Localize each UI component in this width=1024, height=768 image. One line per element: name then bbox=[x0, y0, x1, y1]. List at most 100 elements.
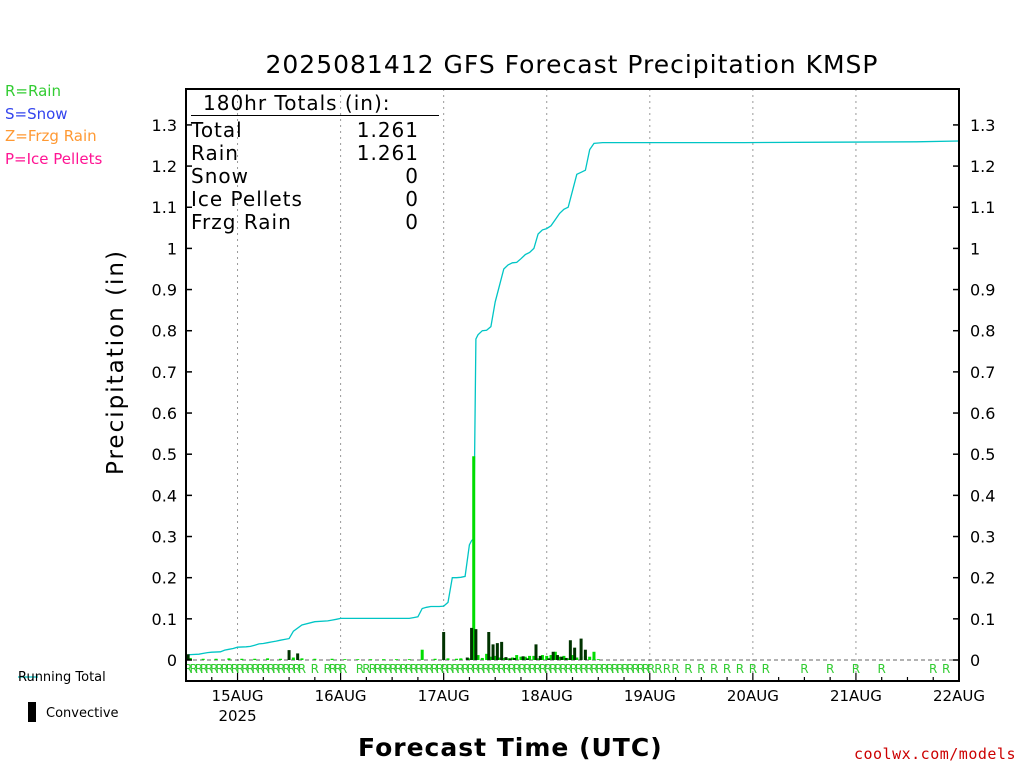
rain-marker: R bbox=[671, 662, 679, 676]
rain-marker: R bbox=[415, 662, 423, 676]
totals-label: Snow bbox=[191, 164, 249, 188]
rain-marker: R bbox=[374, 662, 382, 676]
convective-bar bbox=[579, 638, 583, 660]
convective-bar bbox=[525, 658, 529, 660]
rain-marker: R bbox=[272, 662, 280, 676]
totals-label: Ice Pellets bbox=[191, 187, 303, 211]
rain-bar bbox=[549, 655, 553, 660]
rain-bar bbox=[291, 657, 295, 660]
rain-marker: R bbox=[298, 662, 306, 676]
rain-marker: R bbox=[647, 662, 655, 676]
legend-rain: R=Rain bbox=[5, 82, 61, 100]
rain-marker: R bbox=[800, 662, 808, 676]
totals-label: Frzg Rain bbox=[191, 210, 292, 234]
convective-bar bbox=[487, 632, 491, 660]
convective-bar bbox=[186, 654, 190, 660]
rain-marker: R bbox=[334, 662, 342, 676]
rain-marker: R bbox=[236, 662, 244, 676]
credit-link[interactable]: coolwx.com/models bbox=[853, 745, 1016, 763]
rain-marker: R bbox=[497, 662, 505, 676]
rain-marker: R bbox=[436, 662, 444, 676]
rain-bar bbox=[485, 653, 489, 660]
legend-snow: S=Snow bbox=[5, 104, 68, 123]
rain-bar bbox=[407, 659, 411, 660]
rain-marker: R bbox=[200, 662, 208, 676]
rain-marker: R bbox=[482, 662, 490, 676]
rain-marker: R bbox=[528, 662, 536, 676]
totals-row-total: Total 1.261 bbox=[191, 119, 419, 142]
y-tick-label-left: 1.2 bbox=[152, 157, 177, 176]
rain-bar bbox=[240, 658, 244, 660]
rain-marker: R bbox=[241, 662, 249, 676]
rain-bar bbox=[278, 658, 282, 660]
rain-marker: R bbox=[852, 662, 860, 676]
convective-bar bbox=[513, 657, 517, 660]
totals-value: 0 bbox=[405, 164, 419, 188]
rain-marker: R bbox=[549, 662, 557, 676]
rain-marker: R bbox=[601, 662, 609, 676]
convective-legend-label: Convective bbox=[46, 706, 119, 721]
totals-row-snow: Snow 0 bbox=[191, 165, 419, 188]
rain-marker: R bbox=[441, 662, 449, 676]
rain-bar bbox=[566, 658, 570, 660]
y-tick-label-right: 0.6 bbox=[970, 404, 995, 423]
rain-marker: R bbox=[477, 662, 485, 676]
rain-marker: R bbox=[293, 662, 301, 676]
rain-marker: R bbox=[590, 662, 598, 676]
rain-marker: R bbox=[564, 662, 572, 676]
y-tick-label-right: 0.8 bbox=[970, 322, 995, 341]
rain-bar bbox=[467, 658, 471, 660]
ptype-legend: R=Rain S=Snow Z=Frzg Rain P=Ice Pellets bbox=[5, 80, 102, 170]
rain-marker: R bbox=[580, 662, 588, 676]
x-tick-label: 17AUG bbox=[418, 687, 470, 705]
y-tick-label-right: 1.1 bbox=[970, 198, 995, 217]
rain-marker: R bbox=[456, 662, 464, 676]
rain-bar bbox=[489, 656, 493, 660]
rain-marker: R bbox=[220, 662, 228, 676]
rain-marker: R bbox=[251, 662, 259, 676]
rain-bar bbox=[356, 659, 360, 660]
rain-bar bbox=[300, 658, 304, 660]
rain-marker: R bbox=[492, 662, 500, 676]
rain-marker: R bbox=[723, 662, 731, 676]
x-tick-label: 15AUG bbox=[212, 687, 264, 705]
rain-bar bbox=[519, 656, 523, 660]
rain-marker: R bbox=[369, 662, 377, 676]
rain-marker: R bbox=[329, 662, 337, 676]
rain-marker: R bbox=[425, 662, 433, 676]
rain-marker: R bbox=[282, 662, 290, 676]
rain-marker: R bbox=[384, 662, 392, 676]
rain-bar bbox=[596, 659, 600, 660]
convective-bar bbox=[547, 658, 551, 660]
legend-freezing-rain: Z=Frzg Rain bbox=[5, 127, 97, 145]
y-tick-label-right: 0.3 bbox=[970, 528, 995, 547]
rain-bar bbox=[253, 658, 257, 660]
totals-value: 0 bbox=[405, 187, 419, 211]
rain-marker: R bbox=[362, 662, 370, 676]
totals-row-rain: Rain 1.261 bbox=[191, 142, 419, 165]
convective-bar bbox=[551, 651, 555, 660]
rain-marker: R bbox=[539, 662, 547, 676]
y-tick-label-right: 0.1 bbox=[970, 610, 995, 629]
convective-bar bbox=[470, 627, 474, 660]
convective-legend-swatch bbox=[28, 702, 36, 722]
y-tick-label-left: 0.4 bbox=[152, 486, 177, 505]
rain-marker: R bbox=[451, 662, 459, 676]
convective-bar bbox=[491, 644, 495, 660]
rain-marker: R bbox=[762, 662, 770, 676]
rain-bar bbox=[420, 649, 424, 660]
rain-bar bbox=[540, 655, 544, 660]
rain-bar bbox=[382, 659, 386, 660]
rain-marker: R bbox=[929, 662, 937, 676]
y-tick-label-right: 0.5 bbox=[970, 445, 995, 464]
rain-marker: R bbox=[621, 662, 629, 676]
rain-marker: R bbox=[826, 662, 834, 676]
rain-bar bbox=[394, 659, 398, 660]
rain-marker: R bbox=[626, 662, 634, 676]
convective-bar bbox=[555, 655, 559, 660]
rain-marker: R bbox=[257, 662, 265, 676]
y-tick-label-left: 0.9 bbox=[152, 281, 177, 300]
rain-marker: R bbox=[311, 662, 319, 676]
y-tick-label-left: 0.5 bbox=[152, 445, 177, 464]
rain-bar bbox=[553, 651, 557, 660]
